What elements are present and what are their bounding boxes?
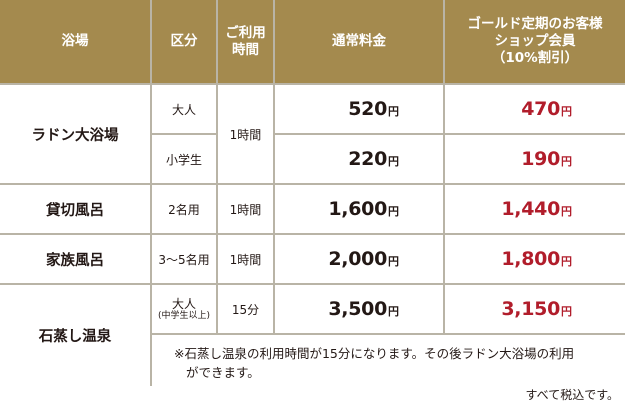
row-family-name: 家族風呂 (0, 235, 150, 283)
family-name-label: 家族風呂 (46, 252, 104, 269)
header-member-line1: ゴールド定期のお客様 (467, 16, 603, 32)
steam-member-price: 3,150円 (445, 285, 625, 333)
family-duration-label: 1時間 (229, 252, 262, 267)
radon-duration: 1時間 (218, 85, 273, 183)
steam-regular-price: 3,500円 (275, 285, 443, 333)
yen-suffix: 円 (561, 255, 572, 268)
header-duration-line1: ご利用 (225, 24, 266, 41)
row-private-name: 貸切風呂 (0, 185, 150, 233)
yen-suffix: 円 (561, 155, 572, 168)
yen-suffix: 円 (388, 305, 399, 318)
header-member: ゴールド定期のお客様 ショップ会員 （10%割引） (445, 0, 625, 83)
steam-category: 大人 (中学生以上) (152, 285, 216, 333)
private-member-amount: 1,440 (501, 198, 560, 220)
yen-suffix: 円 (561, 205, 572, 218)
yen-suffix: 円 (561, 305, 572, 318)
radon-child-regular-price: 220円 (275, 135, 443, 183)
tax-included-note: すべて税込です。 (525, 388, 619, 402)
header-member-line2: ショップ会員 (494, 33, 576, 49)
steam-note-line2: ができます。 (186, 365, 260, 380)
radon-adult-category-label: 大人 (171, 102, 196, 117)
family-regular-price: 2,000円 (275, 235, 443, 283)
header-category: 区分 (152, 0, 216, 83)
private-duration: 1時間 (218, 185, 273, 233)
family-category: 3〜5名用 (152, 235, 216, 283)
private-member-price: 1,440円 (445, 185, 625, 233)
header-regular-label: 通常料金 (332, 33, 386, 49)
header-category-label: 区分 (170, 33, 198, 49)
radon-duration-label: 1時間 (229, 127, 262, 142)
header-member-line3: （10%割引） (491, 50, 579, 66)
steam-name-label: 石蒸し温泉 (38, 329, 112, 345)
radon-adult-member-price: 470円 (445, 85, 625, 133)
radon-adult-regular-amount: 520 (348, 98, 387, 120)
private-name-label: 貸切風呂 (46, 202, 104, 219)
family-regular-amount: 2,000 (328, 248, 387, 270)
family-member-amount: 1,800 (501, 248, 560, 270)
yen-suffix: 円 (388, 205, 399, 218)
radon-child-category-label: 小学生 (165, 152, 202, 167)
steam-duration: 15分 (218, 285, 273, 333)
row-steam-name: 石蒸し温泉 (0, 285, 150, 386)
yen-suffix: 円 (561, 105, 572, 118)
steam-member-amount: 3,150 (501, 298, 560, 320)
header-duration-line2: 時間 (232, 41, 259, 58)
family-duration: 1時間 (218, 235, 273, 283)
radon-child-member-price: 190円 (445, 135, 625, 183)
private-regular-price: 1,600円 (275, 185, 443, 233)
radon-child-regular-amount: 220 (348, 148, 387, 170)
yen-suffix: 円 (388, 155, 399, 168)
private-category: 2名用 (152, 185, 216, 233)
row-radon-name: ラドン大浴場 (0, 85, 150, 183)
radon-name-label: ラドン大浴場 (31, 127, 119, 144)
header-bath: 浴場 (0, 0, 150, 83)
steam-category-label: 大人 (171, 297, 196, 311)
steam-note: ※石蒸し温泉の利用時間が15分になります。その後ラドン大浴場の利用 ができます。 (152, 335, 625, 386)
yen-suffix: 円 (388, 105, 399, 118)
yen-suffix: 円 (388, 255, 399, 268)
steam-regular-amount: 3,500 (328, 298, 387, 320)
header-regular: 通常料金 (275, 0, 443, 83)
radon-child-member-amount: 190 (521, 148, 560, 170)
radon-child-category: 小学生 (152, 135, 216, 183)
steam-duration-label: 15分 (231, 302, 260, 317)
price-table: 浴場 区分 ご利用 時間 通常料金 ゴールド定期のお客様 ショップ会員 （10%… (0, 0, 625, 386)
private-category-label: 2名用 (168, 202, 200, 217)
steam-note-line1: ※石蒸し温泉の利用時間が15分になります。その後ラドン大浴場の利用 (174, 346, 575, 361)
private-duration-label: 1時間 (229, 202, 262, 217)
family-member-price: 1,800円 (445, 235, 625, 283)
steam-category-sub: (中学生以上) (157, 311, 211, 321)
family-category-label: 3〜5名用 (158, 252, 210, 267)
header-bath-label: 浴場 (61, 33, 89, 49)
header-duration: ご利用 時間 (218, 0, 273, 83)
private-regular-amount: 1,600 (328, 198, 387, 220)
radon-adult-category: 大人 (152, 85, 216, 133)
radon-adult-member-amount: 470 (521, 98, 560, 120)
radon-adult-regular-price: 520円 (275, 85, 443, 133)
